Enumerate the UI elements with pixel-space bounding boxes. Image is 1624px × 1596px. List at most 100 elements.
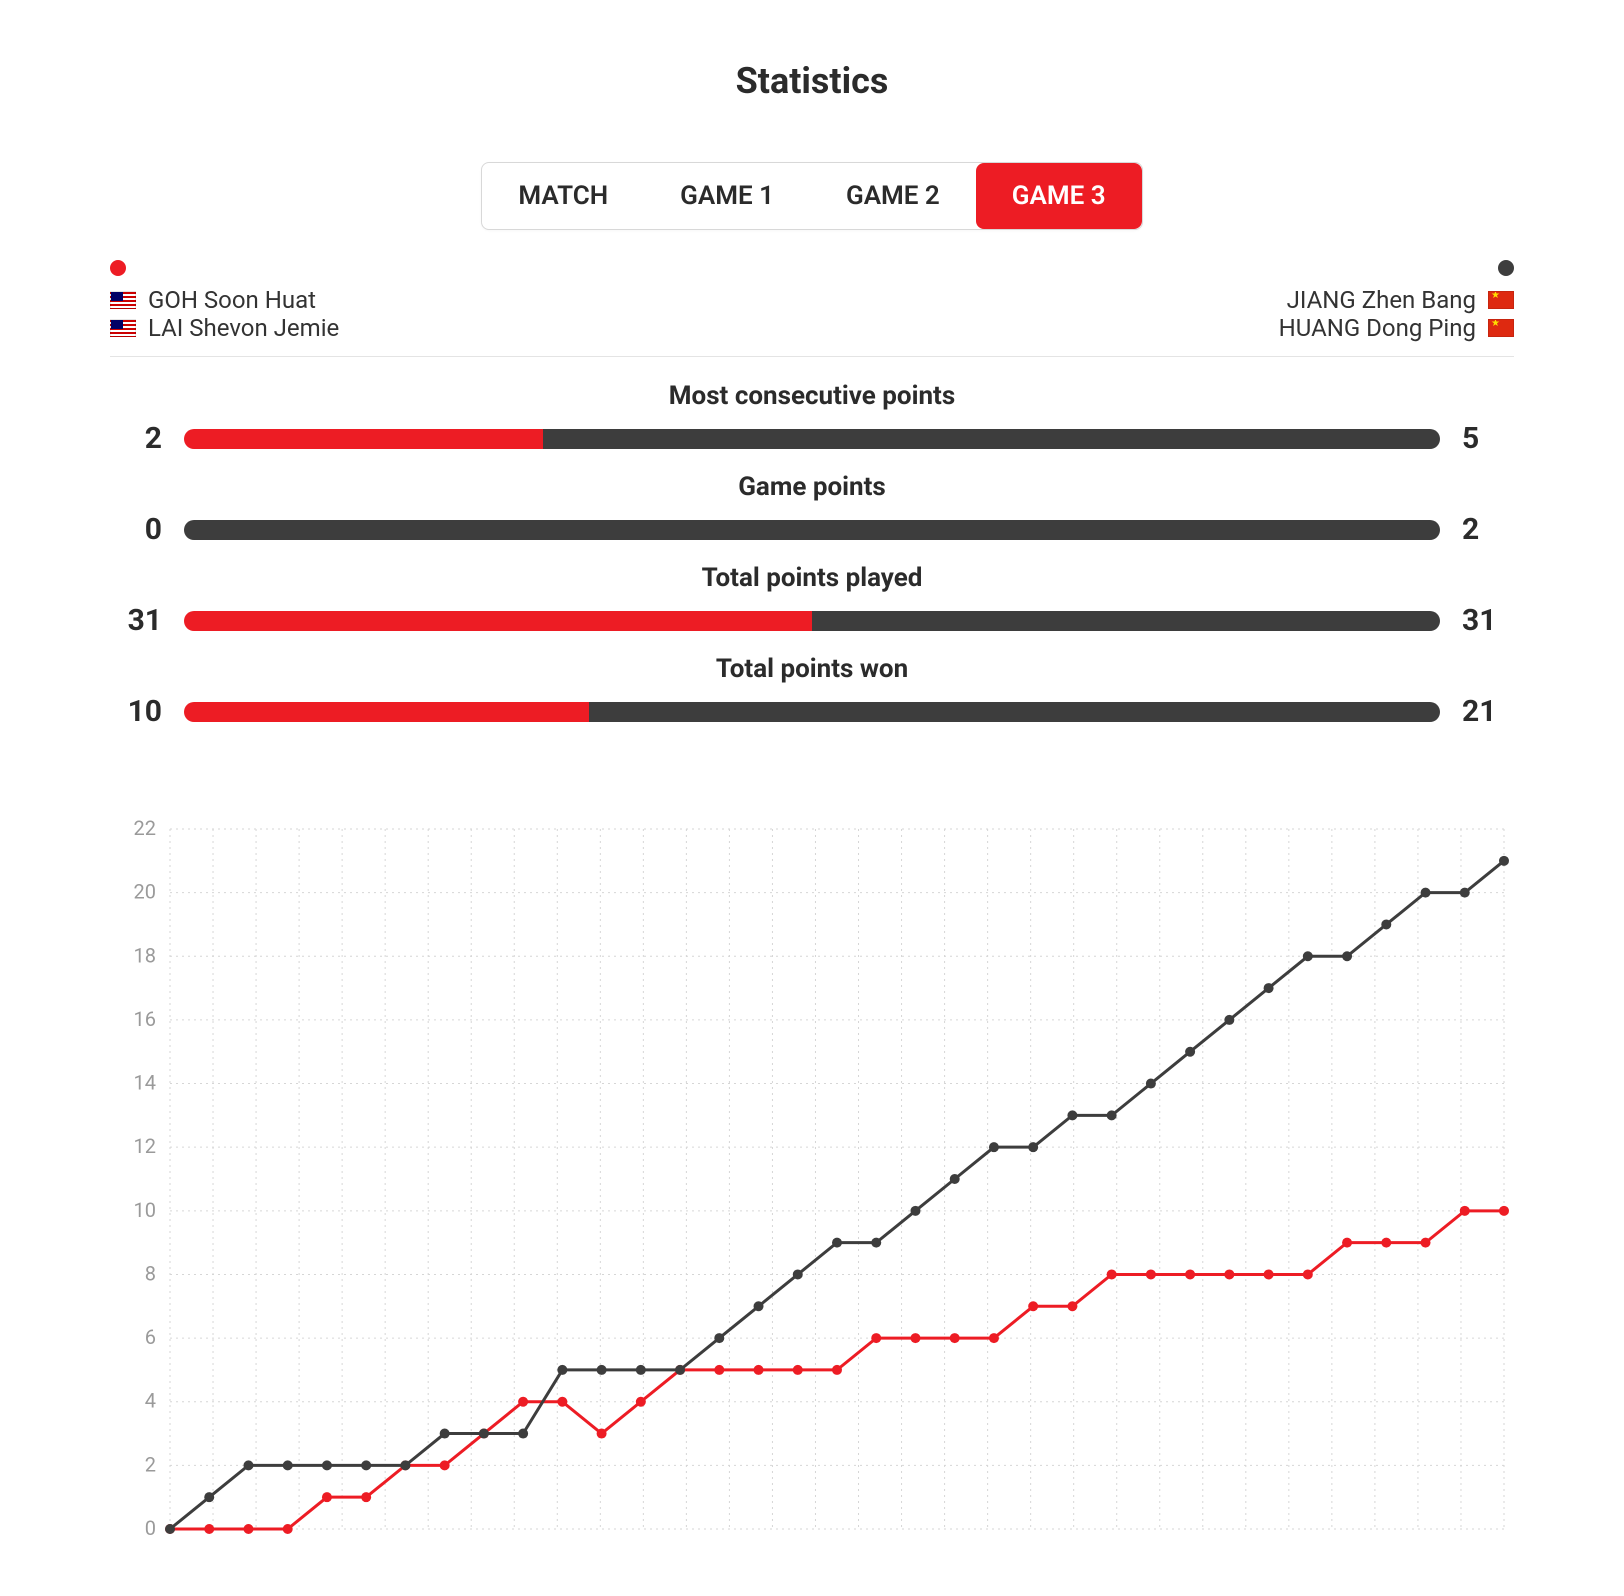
stat-bar [184, 702, 1440, 722]
stat-value-left: 2 [110, 421, 162, 456]
stat-row: 02 [110, 512, 1514, 547]
series-point-team_left [1028, 1301, 1038, 1311]
series-point-team_right [714, 1333, 724, 1343]
y-tick-label: 4 [145, 1389, 156, 1413]
player-line: HUANG Dong Ping [1279, 314, 1514, 342]
series-point-team_right [1421, 888, 1431, 898]
stat-row: 10 21 [110, 694, 1514, 729]
series-point-team_right [283, 1460, 293, 1470]
stat-bar-left [184, 702, 589, 722]
series-point-team_right [400, 1460, 410, 1470]
stat-label: Most consecutive points [110, 381, 1514, 411]
progression-chart: 0246810121416182022 [110, 819, 1514, 1539]
series-point-team_right [361, 1460, 371, 1470]
series-point-team_right [243, 1460, 253, 1470]
series-point-team_left [714, 1365, 724, 1375]
series-point-team_left [1499, 1206, 1509, 1216]
y-tick-label: 6 [145, 1325, 156, 1349]
stat-bar-right [812, 611, 1440, 631]
stat-row: 3131 [110, 603, 1514, 638]
chn-flag-icon [1488, 319, 1514, 337]
player-name: HUANG Dong Ping [1279, 314, 1476, 342]
y-tick-label: 10 [134, 1198, 156, 1222]
y-tick-label: 8 [145, 1261, 156, 1285]
series-point-team_right [1499, 856, 1509, 866]
series-point-team_right [989, 1142, 999, 1152]
series-point-team_left [1303, 1269, 1313, 1279]
series-point-team_right [793, 1269, 803, 1279]
series-point-team_right [557, 1365, 567, 1375]
tab-game-3[interactable]: GAME 3 [976, 163, 1142, 229]
tabs-container: MATCHGAME 1GAME 2GAME 3 [110, 162, 1514, 230]
tab-game-1[interactable]: GAME 1 [644, 163, 810, 229]
series-point-team_left [871, 1333, 881, 1343]
stat-value-left: 10 [110, 694, 162, 729]
series-point-team_left [910, 1333, 920, 1343]
series-point-team_left [832, 1365, 842, 1375]
series-point-team_left [243, 1524, 253, 1534]
y-tick-label: 22 [134, 819, 156, 840]
y-tick-label: 14 [134, 1071, 156, 1095]
series-point-team_right [322, 1460, 332, 1470]
stat-bar-right [589, 702, 1440, 722]
series-point-team_right [1146, 1079, 1156, 1089]
stat-value-right: 5 [1462, 421, 1514, 456]
team-left-column: GOH Soon HuatLAI Shevon Jemie [110, 260, 339, 342]
series-point-team_right [597, 1365, 607, 1375]
series-point-team_left [361, 1492, 371, 1502]
stat-bar [184, 429, 1440, 449]
series-point-team_right [1342, 951, 1352, 961]
chart-svg: 0246810121416182022 [110, 819, 1514, 1539]
player-name: JIANG Zhen Bang [1287, 286, 1476, 314]
player-line: LAI Shevon Jemie [110, 314, 339, 342]
series-point-team_left [1146, 1269, 1156, 1279]
player-line: JIANG Zhen Bang [1279, 286, 1514, 314]
series-point-team_right [165, 1524, 175, 1534]
series-point-team_left [1067, 1301, 1077, 1311]
stat-bar [184, 520, 1440, 540]
series-point-team_left [989, 1333, 999, 1343]
stat-value-left: 0 [110, 512, 162, 547]
chn-flag-icon [1488, 291, 1514, 309]
series-line-team_right [170, 861, 1504, 1529]
series-point-team_left [1107, 1269, 1117, 1279]
series-point-team_left [518, 1397, 528, 1407]
series-point-team_left [1185, 1269, 1195, 1279]
series-point-team_left [1342, 1238, 1352, 1248]
series-point-team_left [1381, 1238, 1391, 1248]
series-point-team_right [1028, 1142, 1038, 1152]
stat-row: 25 [110, 421, 1514, 456]
series-point-team_left [557, 1397, 567, 1407]
series-point-team_right [675, 1365, 685, 1375]
series-point-team_left [636, 1397, 646, 1407]
player-line: GOH Soon Huat [110, 286, 339, 314]
series-point-team_left [793, 1365, 803, 1375]
series-point-team_left [1460, 1206, 1470, 1216]
series-point-team_left [950, 1333, 960, 1343]
stat-value-right: 2 [1462, 512, 1514, 547]
series-point-team_right [1460, 888, 1470, 898]
mas-flag-icon [110, 291, 136, 309]
series-point-team_right [1381, 919, 1391, 929]
series-point-team_right [754, 1301, 764, 1311]
y-tick-label: 0 [145, 1516, 156, 1539]
series-point-team_left [1224, 1269, 1234, 1279]
y-tick-label: 2 [145, 1452, 156, 1476]
series-point-team_right [871, 1238, 881, 1248]
stats-section: Most consecutive points25Game points02To… [110, 367, 1514, 729]
stat-value-right: 21 [1462, 694, 1514, 729]
series-point-team_right [1264, 983, 1274, 993]
tab-bar: MATCHGAME 1GAME 2GAME 3 [481, 162, 1142, 230]
stat-label: Game points [110, 472, 1514, 502]
stat-bar [184, 611, 1440, 631]
tab-game-2[interactable]: GAME 2 [810, 163, 976, 229]
series-point-team_right [1107, 1110, 1117, 1120]
stat-label: Total points played [110, 563, 1514, 593]
tab-match[interactable]: MATCH [482, 163, 644, 229]
y-tick-label: 12 [134, 1134, 156, 1158]
series-point-team_right [950, 1174, 960, 1184]
mas-flag-icon [110, 319, 136, 337]
players-header: GOH Soon HuatLAI Shevon Jemie JIANG Zhen… [110, 254, 1514, 357]
series-point-team_left [204, 1524, 214, 1534]
stat-bar-left [184, 611, 812, 631]
